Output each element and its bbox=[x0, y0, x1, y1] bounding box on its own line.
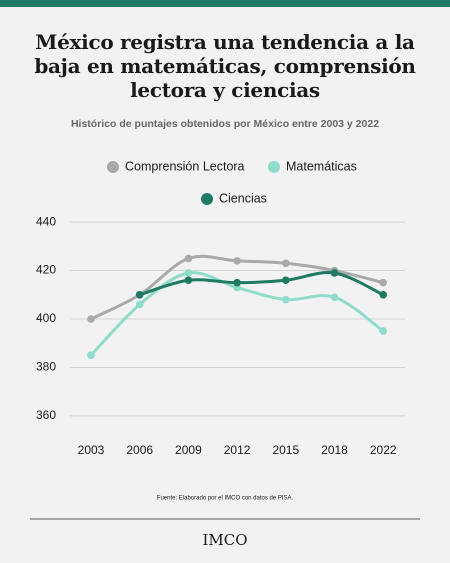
legend-label: Matemáticas bbox=[286, 159, 357, 173]
data-point bbox=[282, 259, 290, 268]
data-point bbox=[233, 278, 241, 287]
data-point bbox=[135, 290, 144, 299]
x-tick-label: 2006 bbox=[126, 443, 153, 457]
data-point bbox=[379, 327, 388, 335]
x-tick-label: 2009 bbox=[175, 443, 202, 457]
legend-marker bbox=[268, 161, 280, 173]
series-line bbox=[138, 271, 385, 297]
data-point bbox=[184, 276, 193, 285]
data-point bbox=[282, 276, 290, 285]
data-point bbox=[87, 351, 95, 360]
chart-subtitle: Histórico de puntajes obtenidos por Méxi… bbox=[70, 118, 380, 130]
x-tick-label: 2003 bbox=[78, 443, 105, 457]
legend-label: Ciencias bbox=[219, 191, 267, 205]
y-tick-label: 420 bbox=[36, 263, 56, 277]
chart-title: México registra una tendencia a la baja … bbox=[34, 30, 416, 102]
data-point bbox=[184, 269, 193, 277]
data-point bbox=[233, 257, 241, 265]
data-point bbox=[282, 295, 290, 304]
data-point bbox=[184, 254, 193, 263]
x-tick-label: 2022 bbox=[370, 443, 397, 457]
source-note: Fuente: Elaborado por el IMCO con datos … bbox=[157, 496, 294, 502]
data-point bbox=[330, 269, 339, 277]
x-tick-label: 2018 bbox=[321, 443, 348, 457]
legend-marker bbox=[107, 161, 119, 173]
legend-marker bbox=[201, 193, 213, 205]
y-tick-label: 440 bbox=[36, 214, 56, 228]
y-tick-label: 360 bbox=[36, 408, 56, 422]
data-point bbox=[135, 300, 144, 309]
y-tick-label: 400 bbox=[36, 311, 56, 325]
data-point bbox=[87, 315, 95, 323]
top-bar bbox=[0, 0, 450, 7]
legend-label: Comprensión Lectora bbox=[125, 159, 245, 173]
data-point bbox=[379, 278, 388, 287]
x-tick-label: 2012 bbox=[224, 443, 251, 457]
data-point bbox=[330, 293, 339, 302]
data-point bbox=[379, 290, 388, 299]
logo: IMCO bbox=[202, 531, 247, 549]
y-tick-label: 380 bbox=[36, 360, 56, 374]
x-tick-label: 2015 bbox=[272, 443, 299, 457]
